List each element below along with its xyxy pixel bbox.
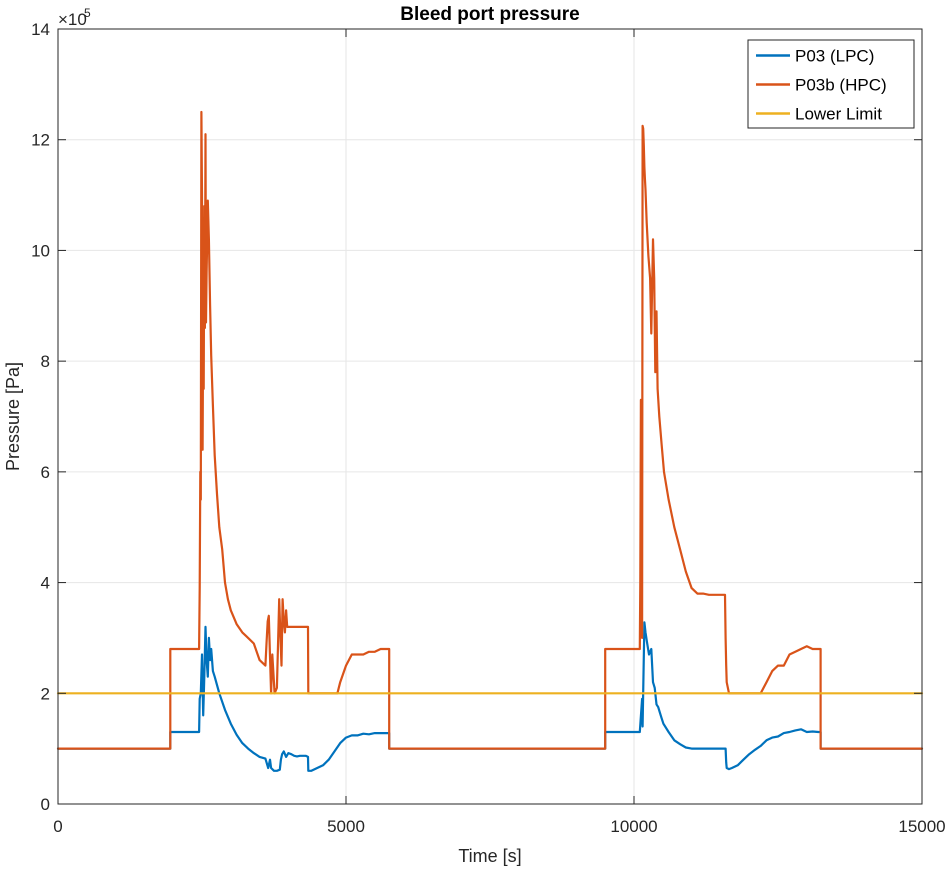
y-exponent-power: 5 [84, 6, 91, 20]
y-tick-label: 12 [31, 131, 50, 150]
x-tick-label: 0 [53, 817, 62, 836]
legend-label: P03 (LPC) [795, 47, 874, 66]
x-tick-label: 10000 [610, 817, 657, 836]
y-exponent-base: ×10 [58, 10, 87, 29]
legend-label: Lower Limit [795, 105, 882, 124]
series-line-2 [56, 110, 924, 750]
legend-label: P03b (HPC) [795, 76, 887, 95]
x-tick-label: 5000 [327, 817, 365, 836]
y-tick-label: 6 [41, 463, 50, 482]
y-tick-label: 8 [41, 352, 50, 371]
legend: P03 (LPC) P03b (HPC) Lower Limit [747, 39, 915, 129]
y-axis-title: Pressure [Pa] [3, 362, 23, 471]
y-tick-label: 4 [41, 574, 50, 593]
y-tick-label: 0 [41, 795, 50, 814]
series-line-1 [56, 621, 924, 772]
y-tick-label: 10 [31, 241, 50, 260]
tick-layer: 0 5000 10000 15000 0 2 4 6 8 10 12 14 [31, 20, 946, 836]
chart-title: Bleed port pressure [400, 4, 580, 25]
y-tick-label: 2 [41, 684, 50, 703]
x-tick-label: 15000 [898, 817, 945, 836]
plot-frame [57, 28, 923, 805]
y-axis-exponent: ×10 5 [58, 6, 91, 29]
x-axis-title: Time [s] [458, 846, 521, 866]
y-tick-label: 14 [31, 20, 50, 39]
series-layer [56, 110, 924, 772]
